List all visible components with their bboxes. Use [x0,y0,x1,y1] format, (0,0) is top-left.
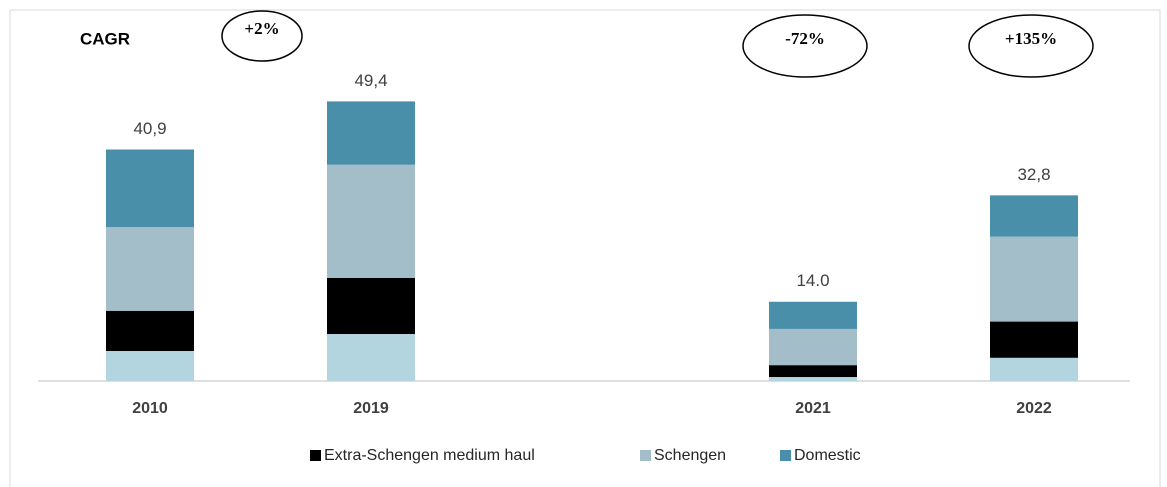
bar-segment [990,357,1078,381]
frame [9,9,1161,487]
bar-segment [990,195,1078,237]
bar-segment [769,377,857,381]
total-label: 49,4 [354,71,387,90]
bar-segment [106,351,194,381]
annotation-ellipse [221,10,303,62]
legend-label: Domestic [794,447,861,464]
legend-label: Schengen [654,447,726,464]
bar-segment [769,328,857,366]
x-tick-label: 2022 [1016,400,1052,417]
total-label: 40,9 [133,119,166,138]
bar-segment [327,277,415,335]
annotation: +135% [1005,29,1057,48]
bar-segment [327,164,415,278]
legend-label: Extra-Schengen medium haul [324,447,535,464]
legend-swatch [310,450,321,461]
bar-segment [327,101,415,165]
annotation: -72% [785,29,825,48]
x-tick-label: 2010 [132,400,168,417]
legend-swatch [780,450,791,461]
annotation: CAGR [80,29,130,48]
bar-segment [769,365,857,378]
total-label: 32,8 [1017,165,1050,184]
bar-segment [990,321,1078,358]
legend-swatch [640,450,651,461]
annotation-ellipse [968,14,1094,78]
x-tick-label: 2019 [353,400,389,417]
bar-segment [769,301,857,329]
annotation-ellipse [742,14,868,78]
bar-segment [327,334,415,381]
bar-segment [106,310,194,352]
bar-segment [106,149,194,228]
x-tick-label: 2021 [795,400,831,417]
total-label: 14.0 [796,271,829,290]
annotation: +2% [244,19,279,38]
bar-segment [990,236,1078,322]
bar-segment [106,227,194,311]
